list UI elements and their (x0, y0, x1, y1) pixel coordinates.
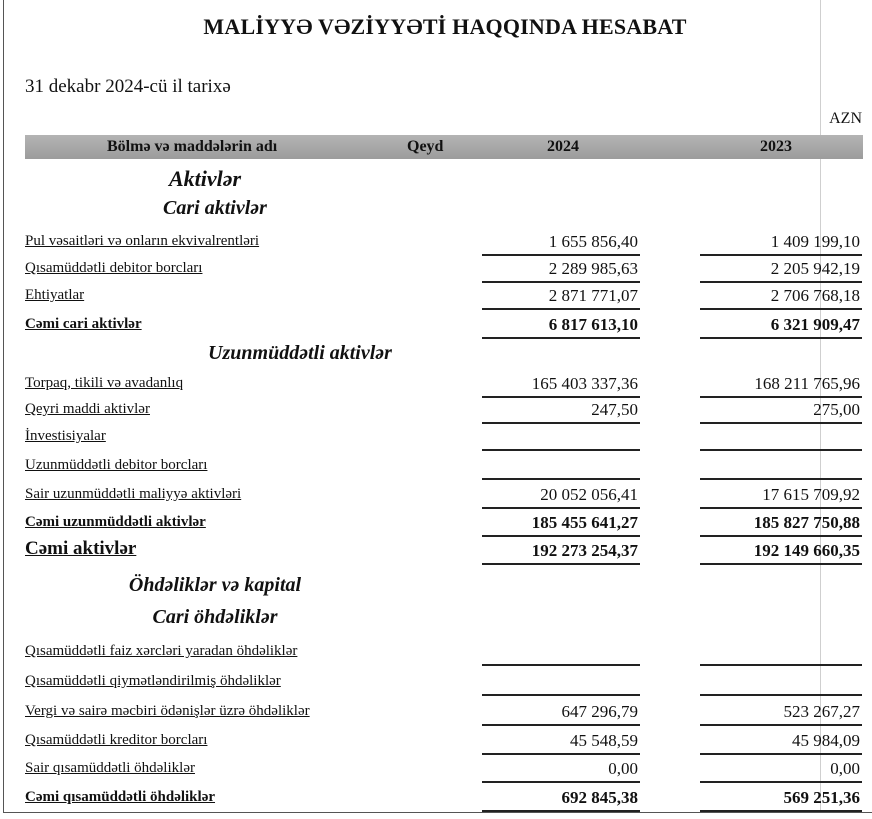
value-2024: 45 548,59 (482, 731, 640, 755)
value-2024: 20 052 056,41 (482, 485, 640, 509)
header-note: Qeyd (407, 138, 444, 155)
table-row: Cəmi qısamüddətli öhdəliklər 692 845,38 56… (0, 785, 872, 812)
value-2023 (700, 642, 862, 666)
table-row: Cəmi aktivlər 192 273 254,37 192 149 660,3… (0, 538, 872, 565)
value-2024: 247,50 (482, 400, 640, 424)
table-row: Pul vəsaitləri və onların ekvivalrentlər… (0, 229, 872, 256)
value-2023: 168 211 765,96 (700, 374, 862, 398)
table-row: Cəmi uzunmüddətli aktivlər 185 455 641,27… (0, 510, 872, 537)
row-label: İnvestisiyalar (25, 428, 106, 444)
section-heading: Öhdəliklər və kapital (128, 574, 302, 596)
row-label: Cəmi qısamüddətli öhdəliklər (25, 789, 216, 805)
value-2024: 647 296,79 (482, 702, 640, 726)
currency-label: AZN (829, 110, 862, 127)
row-label: Ehtiyatlar (25, 287, 85, 303)
row-label: Vergi və sairə məcbiri ödənişlər üzrə öh… (25, 703, 310, 719)
value-2024: 2 871 771,07 (482, 286, 640, 310)
value-2024: 192 273 254,37 (482, 541, 640, 565)
value-2024 (482, 642, 640, 666)
value-2023 (700, 427, 862, 451)
table-row: Uzunmüddətli aktivlər (0, 342, 872, 368)
table-row: Cari öhdəliklər (0, 606, 872, 632)
table-row: Qısamüddətli debitor borcları 2 289 985,6… (0, 256, 872, 283)
value-2024 (482, 427, 640, 451)
section-heading: Cari aktivlər (163, 197, 267, 219)
header-name: Bölmə və maddələrin adı (107, 138, 278, 155)
value-2023: 523 267,27 (700, 702, 862, 726)
header-2024: 2024 (547, 138, 579, 155)
row-label: Uzunmüddətli debitor borcları (25, 457, 208, 473)
section-heading: Uzunmüddətli aktivlər (208, 342, 392, 364)
table-row: Qısamüddətli faiz xərcləri yaradan öhdəl… (0, 639, 872, 666)
table-row: Vergi və sairə məcbiri ödənişlər üzrə öh… (0, 699, 872, 726)
value-2024 (482, 672, 640, 696)
value-2024: 185 455 641,27 (482, 513, 640, 537)
header-2023: 2023 (760, 138, 792, 155)
report-title: MALİYYƏ VƏZİYYƏTİ HAQQINDA HESABAT (203, 14, 687, 39)
table-row: Ehtiyatlar 2 871 771,07 2 706 768,18 (0, 283, 872, 310)
value-2024: 2 289 985,63 (482, 259, 640, 283)
value-2023: 0,00 (700, 759, 862, 783)
table-row: Torpaq, tikili və avadanlıq 165 403 337,3… (0, 371, 872, 398)
value-2024: 0,00 (482, 759, 640, 783)
table-header: Bölmə və maddələrin adı Qeyd 2024 2023 (25, 135, 863, 159)
row-label: Cəmi aktivlər (25, 538, 137, 559)
row-label: Cəmi uzunmüddətli aktivlər (25, 514, 206, 530)
value-2024: 692 845,38 (482, 788, 640, 812)
value-2023: 192 149 660,35 (700, 541, 862, 565)
value-2024: 1 655 856,40 (482, 232, 640, 256)
row-label: Qısamüddətli faiz xərcləri yaradan öhdəl… (25, 643, 298, 659)
value-2024 (482, 456, 640, 480)
table-row: Uzunmüddətli debitor borcları (0, 453, 872, 480)
value-2023: 45 984,09 (700, 731, 862, 755)
value-2023: 17 615 709,92 (700, 485, 862, 509)
value-2023: 1 409 199,10 (700, 232, 862, 256)
value-2024: 165 403 337,36 (482, 374, 640, 398)
value-2024: 6 817 613,10 (482, 315, 640, 339)
table-row: Sair qısamüddətli öhdəliklər 0,00 0,00 (0, 756, 872, 783)
scan-artifact-line (820, 0, 821, 812)
row-label: Sair uzunmüddətli maliyyə aktivləri (25, 486, 242, 502)
table-row: Qeyri maddi aktivlər 247,50 275,00 (0, 397, 872, 424)
value-2023 (700, 672, 862, 696)
page-border (3, 0, 872, 813)
value-2023: 6 321 909,47 (700, 315, 862, 339)
value-2023: 2 706 768,18 (700, 286, 862, 310)
row-label: Qısamüddətli kreditor borcları (25, 732, 208, 748)
value-2023: 569 251,36 (700, 788, 862, 812)
table-row: Cəmi cari aktivlər 6 817 613,10 6 321 909,… (0, 312, 872, 339)
table-row: İnvestisiyalar (0, 424, 872, 451)
table-row: Aktivlər (0, 166, 872, 192)
row-label: Sair qısamüddətli öhdəliklər (25, 760, 195, 776)
row-label: Qısamüddətli debitor borcları (25, 260, 203, 276)
report-date: 31 dekabr 2024-cü il tarixə (25, 76, 231, 97)
row-label: Torpaq, tikili və avadanlıq (25, 375, 184, 391)
row-label: Cəmi cari aktivlər (25, 316, 142, 332)
table-row: Öhdəliklər və kapital (0, 574, 872, 600)
row-label: Qeyri maddi aktivlər (25, 401, 150, 417)
section-heading: Aktivlər (168, 166, 242, 191)
value-2023: 2 205 942,19 (700, 259, 862, 283)
table-row: Qısamüddətli qiymətləndirilmiş öhdəliklə… (0, 669, 872, 696)
value-2023: 185 827 750,88 (700, 513, 862, 537)
row-label: Pul vəsaitləri və onların ekvivalrentlər… (25, 233, 260, 249)
section-heading: Cari öhdəliklər (152, 606, 278, 628)
value-2023: 275,00 (700, 400, 862, 424)
table-row: Qısamüddətli kreditor borcları 45 548,59 4… (0, 728, 872, 755)
table-row: Cari aktivlər (0, 197, 872, 223)
value-2023 (700, 456, 862, 480)
table-row: Sair uzunmüddətli maliyyə aktivləri 20 05… (0, 482, 872, 509)
row-label: Qısamüddətli qiymətləndirilmiş öhdəliklə… (25, 673, 281, 689)
